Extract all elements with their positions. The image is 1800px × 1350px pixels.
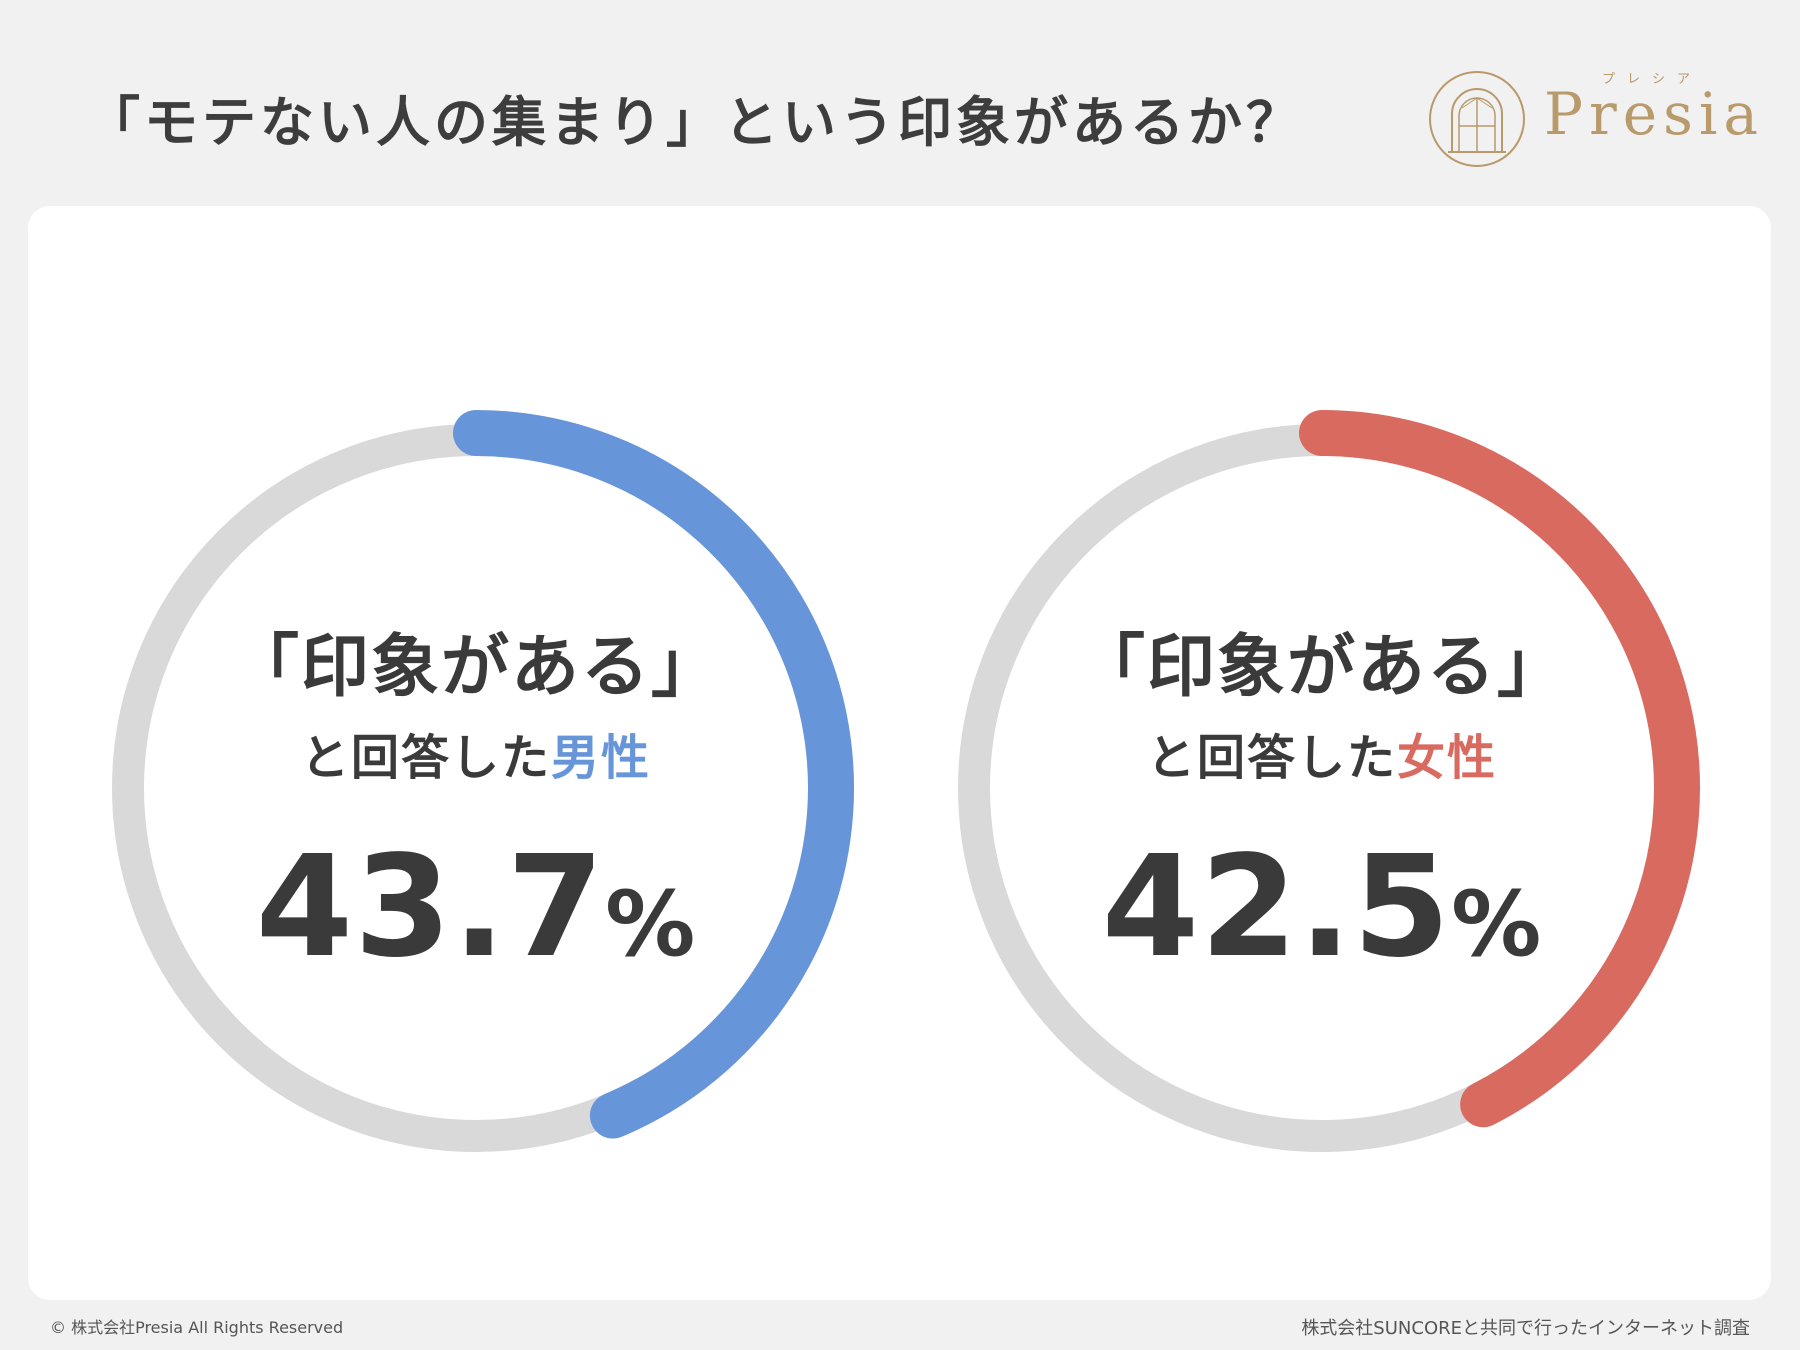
logo-kana: プレシア xyxy=(1602,72,1703,87)
logo-wordmark: Presia xyxy=(1544,80,1764,148)
female-label-sub: と回答した女性 xyxy=(1012,718,1632,788)
female-label-highlight: 女性 xyxy=(1397,730,1498,786)
male-label-highlight: 男性 xyxy=(551,730,652,786)
male-donut-value-arc xyxy=(453,410,854,1139)
female-label-main: 「印象がある」 xyxy=(1076,628,1567,707)
presia-logo: プレシア Presia xyxy=(1426,68,1778,170)
page-title: 「モテない人の集まり」という印象があるか？ xyxy=(86,91,1304,154)
chart-card: 「印象がある」 と回答した男性 43.7% 「印象がある」 と回答した女性 42… xyxy=(28,206,1771,1300)
female-percentage: 42.5% xyxy=(1012,826,1632,989)
survey-source-text: 株式会社SUNCOREと共同で行ったインターネット調査 xyxy=(1301,1318,1750,1339)
female-donut-value-arc xyxy=(1299,410,1700,1128)
female-label-sub-prefix: と回答した xyxy=(1146,730,1397,786)
male-unit: % xyxy=(605,872,697,977)
female-unit: % xyxy=(1451,872,1543,977)
female-value: 42.5 xyxy=(1101,826,1452,989)
copyright-text: © 株式会社Presia All Rights Reserved xyxy=(50,1318,344,1337)
male-label-sub: と回答した男性 xyxy=(166,718,786,788)
male-value: 43.7 xyxy=(255,826,606,989)
male-percentage: 43.7% xyxy=(166,826,786,989)
arch-window-icon xyxy=(1429,71,1525,167)
male-label-sub-prefix: と回答した xyxy=(300,730,551,786)
donut-charts xyxy=(112,410,1700,1152)
male-label-main: 「印象がある」 xyxy=(230,628,721,707)
